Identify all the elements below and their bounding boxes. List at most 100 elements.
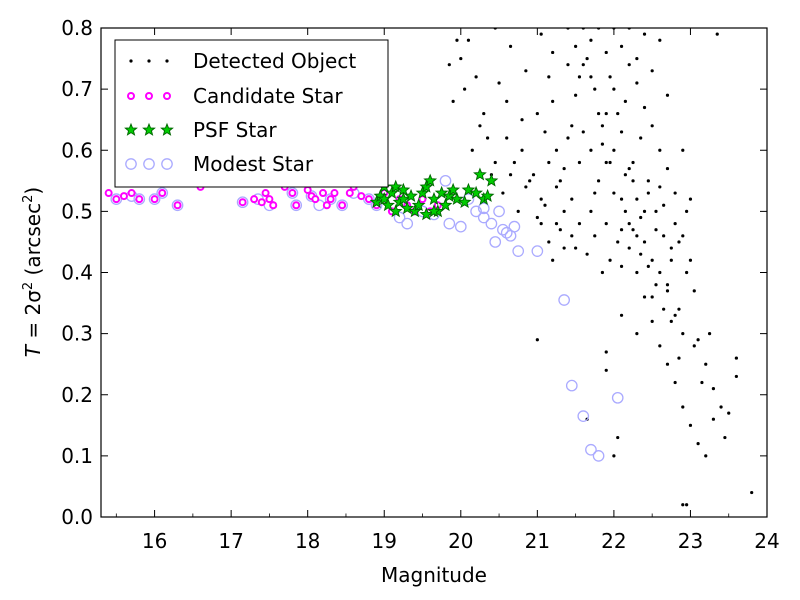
detected-object-point — [547, 75, 551, 79]
detected-object-point — [451, 99, 455, 103]
detected-object-point — [512, 160, 516, 165]
legend-label-detected: Detected Object — [193, 49, 356, 73]
detected-object-point — [696, 442, 700, 446]
psf-star-point — [388, 204, 403, 218]
detected-object-point — [612, 454, 616, 458]
psf-star-point — [396, 182, 411, 196]
detected-object-point — [505, 99, 509, 103]
modest-star-point — [585, 443, 597, 456]
psf-star-point — [469, 185, 483, 199]
psf-star-point — [411, 198, 426, 212]
detected-object-point — [665, 166, 670, 171]
candidate-star-point — [338, 201, 347, 210]
detected-object-point — [646, 179, 650, 183]
detected-object-point — [734, 356, 738, 360]
detected-object-point — [688, 258, 693, 262]
modest-star-point — [477, 211, 490, 224]
modest-star-point — [611, 391, 624, 404]
modest-star-point — [477, 202, 490, 215]
data-points — [104, 28, 754, 507]
x-axis-label: Magnitude — [381, 563, 487, 587]
detected-object-point — [619, 264, 624, 268]
modest-star-point — [439, 174, 452, 187]
detected-object-point — [696, 338, 700, 342]
modest-star-point — [156, 187, 169, 199]
detected-object-point — [616, 240, 620, 244]
detected-object-point — [600, 142, 605, 146]
detected-object-point — [554, 185, 559, 189]
modest-star-point — [493, 205, 505, 218]
modest-star-point — [531, 245, 544, 257]
detected-object-point — [631, 228, 635, 232]
y-tick-label: 0.5 — [61, 199, 93, 223]
detected-object-point — [562, 209, 566, 213]
legend-label-candidate: Candidate Star — [193, 84, 343, 108]
legend-marker-candidate — [145, 92, 153, 100]
legend-marker-psf — [124, 122, 138, 136]
detected-object-point — [658, 344, 662, 348]
candidate-star-point — [326, 195, 335, 204]
detected-object-point — [593, 191, 597, 195]
detected-object-point — [554, 148, 559, 152]
detected-object-point — [566, 136, 570, 140]
modest-star-point — [577, 410, 590, 422]
psf-star-point — [381, 198, 395, 212]
detected-object-point — [570, 124, 574, 128]
detected-object-point — [631, 179, 635, 183]
psf-star-point — [457, 194, 472, 209]
modest-star-point — [133, 193, 146, 205]
detected-object-point — [551, 258, 555, 262]
x-tick-label: 22 — [601, 529, 626, 553]
detected-object-point — [570, 197, 574, 201]
detected-object-point — [619, 130, 624, 134]
detected-object-point — [508, 44, 513, 48]
modest-star-point — [286, 187, 299, 199]
detected-object-point — [658, 270, 662, 275]
detected-object-point — [604, 222, 608, 226]
y-axis-label: T = 2σ2 (arcsec2) — [21, 187, 45, 357]
candidate-star-point — [158, 189, 167, 198]
psf-star-point — [461, 182, 476, 196]
detected-object-point — [535, 111, 539, 116]
detected-object-point — [604, 350, 608, 354]
detected-object-point — [685, 270, 689, 275]
detected-object-point — [692, 289, 696, 293]
legend-marker-detected — [147, 59, 151, 63]
detected-object-point — [719, 405, 723, 409]
detected-object-point — [539, 32, 543, 36]
y-axis-label-formula: = 2σ — [21, 290, 45, 345]
detected-object-point — [681, 332, 685, 336]
detected-object-point — [508, 173, 513, 177]
detected-object-point — [482, 111, 486, 116]
candidate-star-point — [127, 189, 136, 198]
detected-object-point — [662, 203, 666, 207]
psf-star-point — [400, 201, 415, 215]
detected-object-point — [677, 240, 681, 244]
detected-object-point — [650, 124, 654, 128]
detected-object-point — [589, 75, 593, 79]
detected-object-point — [459, 56, 463, 61]
detected-object-point — [681, 503, 685, 507]
detected-object-point — [608, 160, 612, 165]
candidate-star-point — [150, 195, 159, 204]
modest-star-point — [508, 220, 521, 233]
legend-marker-modest — [143, 158, 155, 170]
detected-object-point — [635, 197, 639, 201]
detected-object-point — [466, 38, 471, 42]
y-axis-label-exponent: 2 — [21, 282, 36, 290]
psf-star-point — [480, 188, 495, 202]
candidate-star-point — [238, 198, 247, 207]
detected-object-point — [650, 319, 654, 323]
candidate-star-point — [135, 195, 144, 204]
detected-object-point — [608, 75, 612, 79]
modest-star-point — [497, 223, 509, 236]
x-tick-label: 18 — [295, 529, 320, 553]
detected-object-point — [547, 240, 551, 244]
legend-label-modest: Modest Star — [193, 152, 314, 176]
detected-object-point — [658, 185, 662, 189]
detected-object-point — [692, 344, 696, 348]
modest-star-point — [454, 220, 467, 233]
modest-star-point — [592, 450, 605, 462]
detected-object-point — [497, 81, 501, 85]
modest-star-point — [336, 199, 348, 212]
